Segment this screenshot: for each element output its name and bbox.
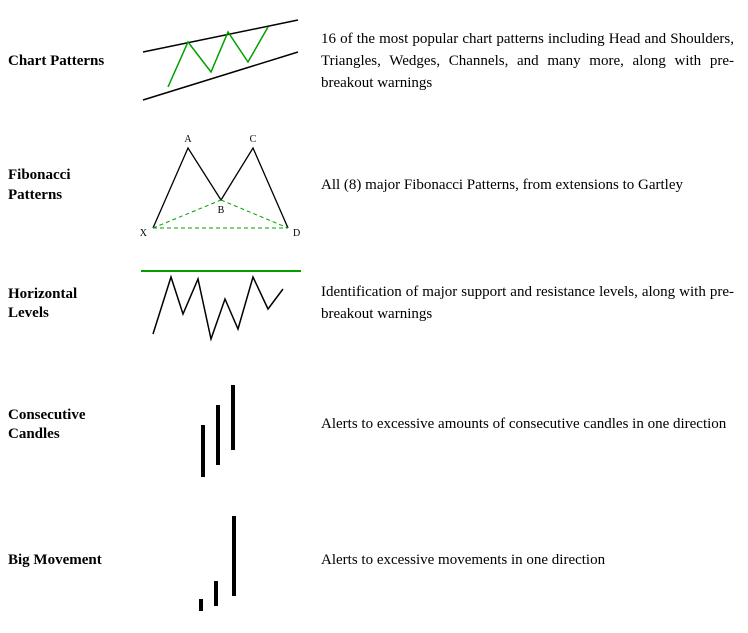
label-consecutive-candles: Consecutive Candles: [8, 406, 120, 445]
fib-label-c: C: [250, 134, 257, 145]
chart-patterns-icon: [133, 12, 308, 112]
row-consecutive-candles: Consecutive Candles Alerts to excessive …: [8, 357, 740, 493]
consecutive-candles-icon: [171, 365, 271, 485]
big-movement-icon: [171, 501, 271, 621]
desc-horizontal-levels: Identification of major support and resi…: [321, 282, 740, 326]
icon-cell-big-movement: [128, 501, 313, 621]
label-chart-patterns: Chart Patterns: [8, 52, 120, 72]
row-fibonacci-patterns: Fibonacci Patterns A B C D X All (8) maj…: [8, 120, 740, 251]
fib-label-b: B: [218, 205, 225, 216]
horizontal-levels-icon: [133, 259, 308, 349]
fibonacci-patterns-icon: A B C D X: [133, 128, 308, 243]
row-big-movement: Big Movement Alerts to excessive movemen…: [8, 493, 740, 629]
label-big-movement: Big Movement: [8, 551, 120, 571]
icon-cell-horizontal-levels: [128, 259, 313, 349]
label-fibonacci-patterns: Fibonacci Patterns: [8, 166, 120, 205]
icon-cell-consecutive-candles: [128, 365, 313, 485]
row-chart-patterns: Chart Patterns 16 of the most popular ch…: [8, 4, 740, 120]
icon-cell-fibonacci-patterns: A B C D X: [128, 128, 313, 243]
desc-big-movement: Alerts to excessive movements in one dir…: [321, 550, 740, 572]
label-horizontal-levels: Horizontal Levels: [8, 285, 120, 324]
icon-cell-chart-patterns: [128, 12, 313, 112]
fib-label-d: D: [293, 228, 300, 239]
row-horizontal-levels: Horizontal Levels Identification of majo…: [8, 251, 740, 357]
desc-consecutive-candles: Alerts to excessive amounts of consecuti…: [321, 414, 740, 436]
desc-fibonacci-patterns: All (8) major Fibonacci Patterns, from e…: [321, 175, 740, 197]
fib-label-a: A: [184, 134, 192, 145]
desc-chart-patterns: 16 of the most popular chart patterns in…: [321, 29, 740, 94]
fib-label-x: X: [140, 228, 148, 239]
